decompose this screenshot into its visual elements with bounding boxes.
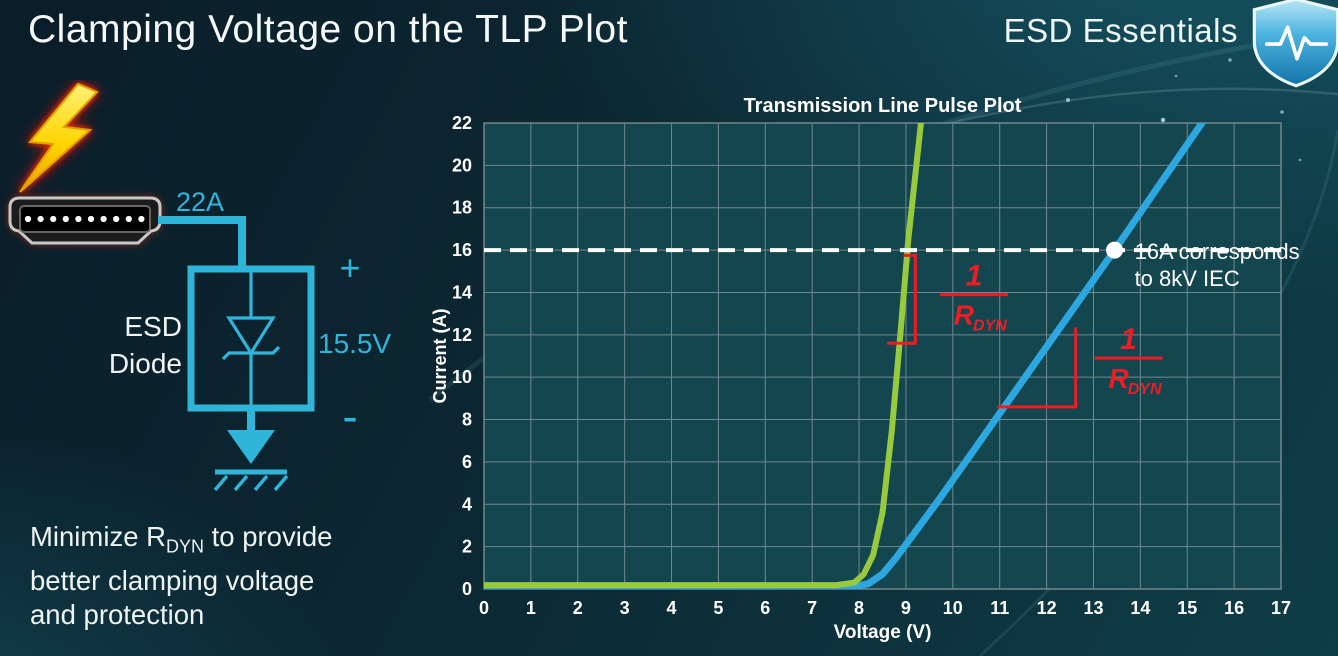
svg-text:11: 11 <box>990 598 1009 618</box>
svg-text:to 8kV IEC: to 8kV IEC <box>1135 266 1240 291</box>
svg-text:2: 2 <box>573 598 583 618</box>
svg-text:8: 8 <box>462 410 472 430</box>
y-axis-label: Current (A) <box>430 309 450 404</box>
ground-symbol-icon <box>213 406 289 492</box>
component-label-line1: ESD <box>124 311 182 342</box>
svg-text:1: 1 <box>966 260 983 293</box>
series-low-rdyn-diode-green <box>484 123 924 589</box>
svg-text:22: 22 <box>452 113 472 133</box>
svg-text:4: 4 <box>667 598 677 618</box>
slide-title: Clamping Voltage on the TLP Plot <box>28 8 628 51</box>
slope-indicator-1 <box>997 327 1078 409</box>
svg-text:10: 10 <box>452 367 472 387</box>
svg-text:DYN: DYN <box>973 318 1007 335</box>
series-group <box>484 123 1207 589</box>
series-higher-rdyn-diode-blue <box>484 123 1207 589</box>
footnote-line1: Minimize RDYN to provide <box>30 520 440 564</box>
svg-text:4: 4 <box>462 494 472 514</box>
plus-label: + <box>339 247 360 288</box>
brand-name: ESD Essentials <box>1003 12 1238 49</box>
svg-text:3: 3 <box>620 598 630 618</box>
footnote-line1-post: to provide <box>204 521 333 552</box>
svg-text:20: 20 <box>452 155 472 175</box>
minus-label: - <box>342 390 357 442</box>
svg-text:5: 5 <box>713 598 723 618</box>
svg-text:14: 14 <box>1130 598 1150 618</box>
current-label: 22A <box>176 187 224 217</box>
svg-text:15: 15 <box>1177 598 1197 618</box>
svg-text:12: 12 <box>1037 598 1057 618</box>
zener-diode-symbol-icon <box>221 272 281 407</box>
lightning-bolt-icon <box>19 82 99 193</box>
pulse-line-icon <box>1265 25 1329 61</box>
marker-dot <box>1106 241 1124 259</box>
svg-text:R: R <box>954 300 975 331</box>
footnote-line2: better clamping voltage <box>30 564 315 596</box>
svg-text:2: 2 <box>462 537 472 557</box>
connector-pins <box>24 215 145 223</box>
slope-indicator-0 <box>887 253 917 345</box>
svg-text:8: 8 <box>854 598 864 618</box>
shield-shape <box>1252 0 1338 88</box>
svg-text:DYN: DYN <box>1128 381 1162 398</box>
chart-title: Transmission Line Pulse Plot <box>744 95 1022 117</box>
surge-wire <box>158 216 246 269</box>
y-tick-labels: 0 2 4 6 8 10 12 14 16 18 20 22 <box>452 113 472 599</box>
svg-text:16: 16 <box>1224 598 1244 618</box>
svg-text:18: 18 <box>452 198 472 218</box>
svg-text:1: 1 <box>526 598 536 618</box>
voltage-label: 15.5V <box>318 328 391 359</box>
shield-logo-icon <box>1252 0 1338 88</box>
svg-text:10: 10 <box>943 598 963 618</box>
tlp-chart-svg: 0 1 2 3 4 5 6 7 8 9 10 11 12 13 14 15 16 1702468101214161… <box>430 95 1300 643</box>
rdyn-fraction-1: 1 RDYN <box>1094 323 1163 398</box>
brand: ESD Essentials <box>1004 12 1238 50</box>
footnote-line1-sub: DYN <box>165 536 204 557</box>
footnote: Minimize RDYN to provide better clamping… <box>30 520 440 632</box>
x-axis-label: Voltage (V) <box>834 622 932 643</box>
component-label-line2: Diode <box>109 348 182 379</box>
footnote-line1-pre: Minimize R <box>30 521 166 552</box>
hdmi-connector-icon <box>8 196 162 245</box>
svg-text:6: 6 <box>760 598 770 618</box>
svg-text:16: 16 <box>452 240 472 260</box>
svg-text:R: R <box>1109 363 1130 394</box>
esd-circuit-diagram: 22A ESD Diode + 15.5V - <box>8 82 391 492</box>
svg-text:13: 13 <box>1083 598 1103 618</box>
svg-text:9: 9 <box>901 598 911 618</box>
svg-text:6: 6 <box>462 452 472 472</box>
svg-text:0: 0 <box>479 598 489 618</box>
footnote-line3: and protection <box>30 598 205 630</box>
svg-text:16A corresponds: 16A corresponds <box>1135 239 1300 264</box>
svg-text:7: 7 <box>807 598 817 618</box>
svg-text:17: 17 <box>1271 598 1291 618</box>
svg-text:12: 12 <box>452 325 472 345</box>
svg-text:0: 0 <box>462 579 472 599</box>
svg-text:14: 14 <box>452 282 472 302</box>
rdyn-fraction-0: 1 RDYN <box>939 260 1008 335</box>
svg-text:1: 1 <box>1120 323 1137 356</box>
x-tick-labels: 0 1 2 3 4 5 6 7 8 9 10 11 12 13 14 15 16 17 <box>479 598 1291 618</box>
